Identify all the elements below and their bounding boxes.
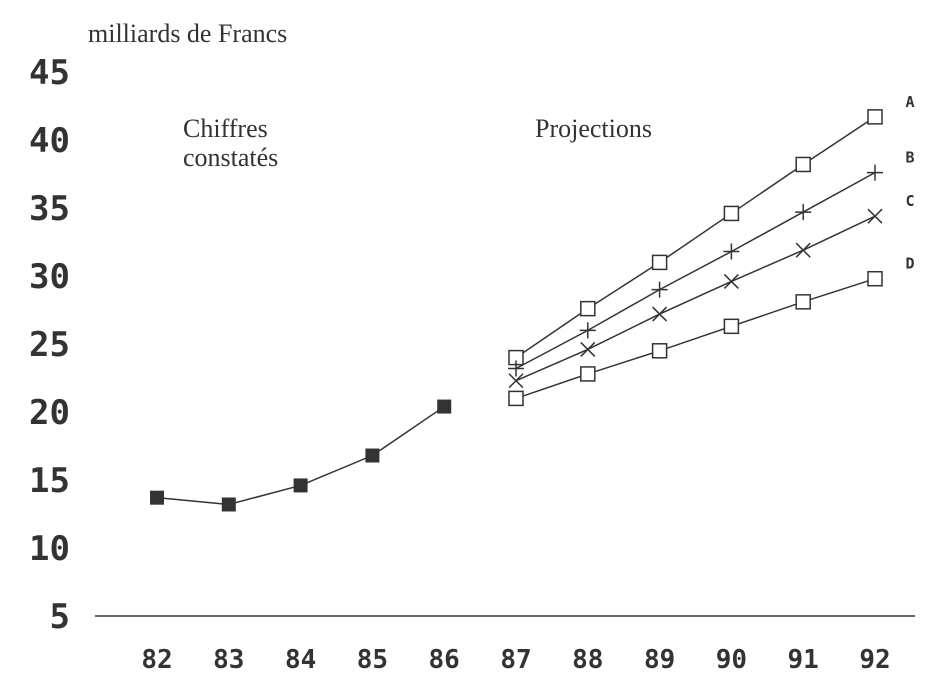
marker (508, 373, 524, 389)
marker (723, 205, 740, 222)
x-tick-label: 88 (572, 645, 603, 675)
legend-label: A (905, 93, 914, 111)
series-line (515, 171, 876, 370)
x-tick-label: 82 (141, 645, 172, 675)
marker (652, 306, 668, 322)
marker (723, 243, 740, 260)
marker (580, 341, 596, 357)
x-tick-label: 83 (213, 645, 244, 675)
marker (365, 448, 380, 463)
legend-label: D (905, 255, 914, 273)
y-tick-label: 30 (29, 257, 70, 297)
marker (508, 360, 524, 377)
x-tick-label: 89 (644, 645, 675, 675)
marker (293, 478, 308, 493)
marker (867, 164, 883, 181)
x-tick-label: 87 (500, 645, 531, 675)
marker (150, 490, 164, 505)
annotation: Chiffres (183, 114, 268, 143)
marker (651, 254, 668, 271)
y-tick-label: 45 (29, 53, 70, 93)
marker (795, 294, 811, 310)
marker (651, 343, 668, 359)
legend-label: C (905, 192, 914, 210)
marker (580, 366, 596, 382)
series-line (515, 116, 876, 359)
annotation: Projections (535, 114, 652, 143)
marker (651, 281, 668, 298)
x-tick-label: 84 (285, 645, 316, 675)
x-tick-label: 85 (357, 645, 388, 675)
marker (579, 322, 596, 339)
y-tick-label: 25 (29, 325, 70, 365)
marker (867, 270, 883, 287)
y-axis-label: milliards de Francs (88, 19, 287, 48)
x-tick-label: 91 (788, 645, 819, 675)
marker (580, 300, 596, 317)
marker (867, 109, 883, 125)
x-tick-label: 86 (429, 645, 460, 675)
y-tick-label: 10 (29, 529, 70, 569)
marker (221, 497, 236, 512)
marker (795, 156, 811, 173)
marker (867, 208, 883, 224)
x-tick-label: 90 (716, 645, 747, 675)
marker (723, 318, 740, 335)
y-tick-label: 20 (29, 393, 70, 433)
marker (795, 204, 812, 221)
y-tick-label: 35 (29, 189, 70, 229)
x-tick-label: 92 (859, 645, 890, 675)
series-line (515, 215, 876, 382)
marker (508, 390, 524, 407)
legend-label: B (905, 149, 914, 167)
marker (437, 399, 452, 414)
y-tick-label: 5 (50, 597, 70, 637)
annotation: constatés (183, 143, 278, 172)
series-line (515, 278, 876, 400)
marker (723, 273, 739, 289)
y-tick-label: 15 (29, 461, 70, 501)
y-tick-label: 40 (29, 121, 70, 161)
marker (795, 242, 811, 258)
